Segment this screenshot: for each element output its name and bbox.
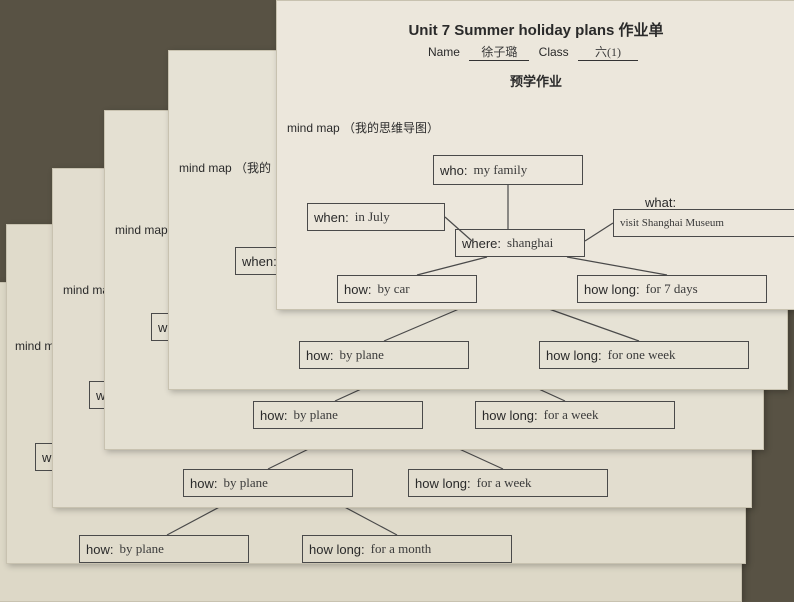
how-box: how: by plane <box>299 341 469 369</box>
howlong-label: how long: <box>584 282 640 297</box>
name-class-row: Name 徐子璐 Class 六(1) <box>277 43 794 61</box>
mindmap-label: mind map （我的思维导图） <box>287 119 439 136</box>
howlong-value: for 7 days <box>646 281 698 297</box>
howlong-box: how long: for a week <box>475 401 675 429</box>
how-box: how: by plane <box>183 469 353 497</box>
name-value: 徐子璐 <box>469 43 529 61</box>
how-value: by plane <box>293 407 337 423</box>
where-box: where: shanghai <box>455 229 585 257</box>
worksheet-title: Unit 7 Summer holiday plans 作业单 <box>277 19 794 40</box>
when-value: in July <box>355 209 390 225</box>
howlong-box: how long: for a week <box>408 469 608 497</box>
how-label: how: <box>190 476 217 491</box>
howlong-value: for a week <box>544 407 599 423</box>
what-label: what: <box>645 195 676 210</box>
when-label: when: <box>314 210 349 225</box>
how-box: how: by car <box>337 275 477 303</box>
howlong-label: how long: <box>482 408 538 423</box>
how-value: by plane <box>339 347 383 363</box>
howlong-label: how long: <box>309 542 365 557</box>
howlong-value: for a month <box>371 541 432 557</box>
howlong-box: how long: for 7 days <box>577 275 767 303</box>
howlong-box: how long: for one week <box>539 341 749 369</box>
how-label: how: <box>260 408 287 423</box>
worksheet-1: Unit 7 Summer holiday plans 作业单 Name 徐子璐… <box>276 0 794 310</box>
howlong-value: for a week <box>477 475 532 491</box>
how-value: by plane <box>223 475 267 491</box>
how-label: how: <box>344 282 371 297</box>
howlong-box: how long: for a month <box>302 535 512 563</box>
where-value: shanghai <box>507 235 553 251</box>
who-box: who: my family <box>433 155 583 185</box>
what-value: visit Shanghai Museum <box>620 217 724 229</box>
class-value: 六(1) <box>578 43 638 61</box>
name-label: Name <box>428 45 460 59</box>
how-value: by plane <box>119 541 163 557</box>
when-box: when: in July <box>307 203 445 231</box>
mindmap-label: mind map （我的 <box>179 159 271 176</box>
class-label: Class <box>539 45 569 59</box>
how-box: how: by plane <box>253 401 423 429</box>
who-label: who: <box>440 163 467 178</box>
when-label: when: <box>242 254 277 269</box>
howlong-label: how long: <box>415 476 471 491</box>
what-box: visit Shanghai Museum <box>613 209 794 237</box>
how-box: how: by plane <box>79 535 249 563</box>
who-value: my family <box>473 162 527 178</box>
how-label: how: <box>86 542 113 557</box>
how-value: by car <box>377 281 409 297</box>
howlong-label: how long: <box>546 348 602 363</box>
where-label: where: <box>462 236 501 251</box>
howlong-value: for one week <box>608 347 676 363</box>
how-label: how: <box>306 348 333 363</box>
prestudy-label: 预学作业 <box>277 71 794 90</box>
